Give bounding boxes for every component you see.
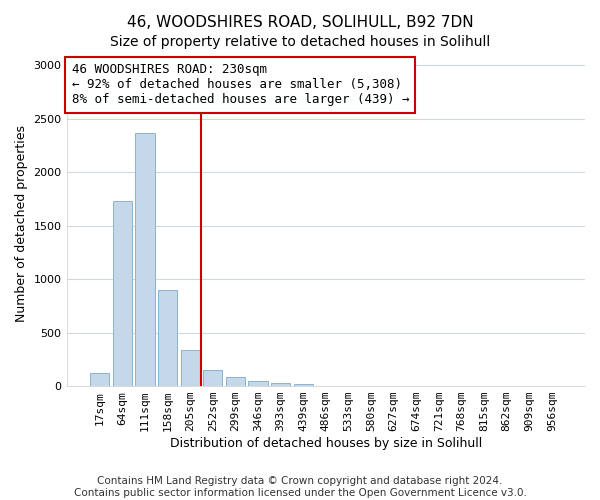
Text: 46, WOODSHIRES ROAD, SOLIHULL, B92 7DN: 46, WOODSHIRES ROAD, SOLIHULL, B92 7DN	[127, 15, 473, 30]
Bar	[293, 384, 313, 386]
Text: Size of property relative to detached houses in Solihull: Size of property relative to detached ho…	[110, 35, 490, 49]
Bar	[181, 350, 200, 386]
Bar	[136, 132, 155, 386]
Bar	[226, 377, 245, 386]
Bar	[271, 384, 290, 386]
Bar	[90, 374, 109, 386]
Text: Contains HM Land Registry data © Crown copyright and database right 2024.
Contai: Contains HM Land Registry data © Crown c…	[74, 476, 526, 498]
Bar	[158, 290, 177, 386]
X-axis label: Distribution of detached houses by size in Solihull: Distribution of detached houses by size …	[170, 437, 482, 450]
Bar	[113, 201, 132, 386]
Text: 46 WOODSHIRES ROAD: 230sqm
← 92% of detached houses are smaller (5,308)
8% of se: 46 WOODSHIRES ROAD: 230sqm ← 92% of deta…	[72, 64, 409, 106]
Bar	[248, 380, 268, 386]
Y-axis label: Number of detached properties: Number of detached properties	[15, 124, 28, 322]
Bar	[203, 370, 223, 386]
